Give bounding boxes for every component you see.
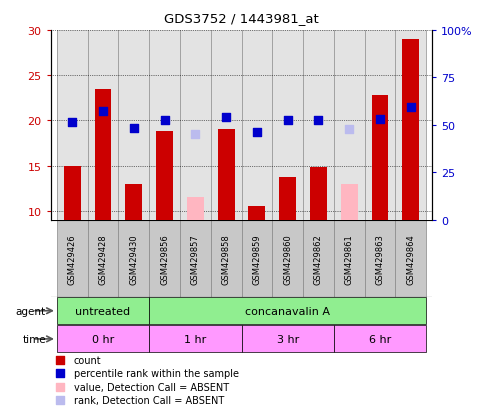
Bar <box>57 221 87 297</box>
Bar <box>118 221 149 297</box>
Bar <box>149 221 180 297</box>
Bar <box>211 221 242 297</box>
Bar <box>371 96 388 221</box>
Bar <box>156 132 173 221</box>
Bar <box>125 184 142 221</box>
Point <box>161 118 169 124</box>
Point <box>99 109 107 115</box>
Bar <box>279 177 296 221</box>
Bar <box>365 221 396 297</box>
Point <box>130 125 138 132</box>
Point <box>57 370 64 377</box>
Bar <box>87 31 118 221</box>
Bar <box>57 297 149 325</box>
Bar <box>396 221 426 297</box>
Point <box>376 116 384 123</box>
Point <box>284 118 292 124</box>
Bar <box>57 31 87 221</box>
Point <box>57 357 64 363</box>
Text: time: time <box>22 334 46 344</box>
Text: 3 hr: 3 hr <box>277 334 299 344</box>
Text: GSM429860: GSM429860 <box>283 233 292 284</box>
Text: GSM429428: GSM429428 <box>99 233 108 284</box>
Point <box>191 131 199 138</box>
Bar <box>87 221 118 297</box>
Bar <box>57 325 149 353</box>
Bar <box>365 31 396 221</box>
Bar <box>272 221 303 297</box>
Point <box>57 396 64 403</box>
Bar <box>341 184 358 221</box>
Bar <box>180 221 211 297</box>
Bar <box>149 325 242 353</box>
Text: GSM429863: GSM429863 <box>375 233 384 284</box>
Bar <box>211 31 242 221</box>
Text: 0 hr: 0 hr <box>92 334 114 344</box>
Bar <box>187 198 204 221</box>
Bar <box>118 31 149 221</box>
Text: GSM429426: GSM429426 <box>68 233 77 284</box>
Bar <box>402 40 419 221</box>
Text: GSM429859: GSM429859 <box>253 233 261 284</box>
Text: concanavalin A: concanavalin A <box>245 306 330 316</box>
Text: 1 hr: 1 hr <box>184 334 206 344</box>
Bar <box>334 221 365 297</box>
Bar <box>310 168 327 221</box>
Bar <box>149 31 180 221</box>
Text: rank, Detection Call = ABSENT: rank, Detection Call = ABSENT <box>73 395 224 405</box>
Text: percentile rank within the sample: percentile rank within the sample <box>73 368 239 378</box>
Text: GSM429861: GSM429861 <box>345 233 354 284</box>
Bar <box>334 325 426 353</box>
Bar <box>64 166 81 221</box>
Point <box>407 104 414 111</box>
Text: GSM429856: GSM429856 <box>160 233 169 284</box>
Text: GSM429857: GSM429857 <box>191 233 200 284</box>
Point <box>57 383 64 390</box>
Bar <box>149 297 426 325</box>
Text: agent: agent <box>16 306 46 316</box>
Bar <box>95 89 112 221</box>
Bar <box>242 221 272 297</box>
Bar <box>396 31 426 221</box>
Text: value, Detection Call = ABSENT: value, Detection Call = ABSENT <box>73 382 229 392</box>
Bar <box>272 31 303 221</box>
Point <box>314 118 322 124</box>
Text: untreated: untreated <box>75 306 130 316</box>
Text: 6 hr: 6 hr <box>369 334 391 344</box>
Text: GSM429858: GSM429858 <box>222 233 230 284</box>
Bar <box>180 31 211 221</box>
Point <box>253 130 261 136</box>
Point <box>345 127 353 133</box>
Text: GSM429864: GSM429864 <box>406 233 415 284</box>
Point <box>69 119 76 126</box>
Bar <box>242 325 334 353</box>
Bar <box>303 221 334 297</box>
Point <box>222 114 230 121</box>
Text: GSM429862: GSM429862 <box>314 233 323 284</box>
Bar <box>334 31 365 221</box>
Bar <box>218 130 235 221</box>
Text: count: count <box>73 355 101 365</box>
Bar <box>303 31 334 221</box>
Text: GSM429430: GSM429430 <box>129 233 138 284</box>
Bar <box>242 31 272 221</box>
Bar <box>248 207 265 221</box>
Text: GDS3752 / 1443981_at: GDS3752 / 1443981_at <box>164 12 319 25</box>
